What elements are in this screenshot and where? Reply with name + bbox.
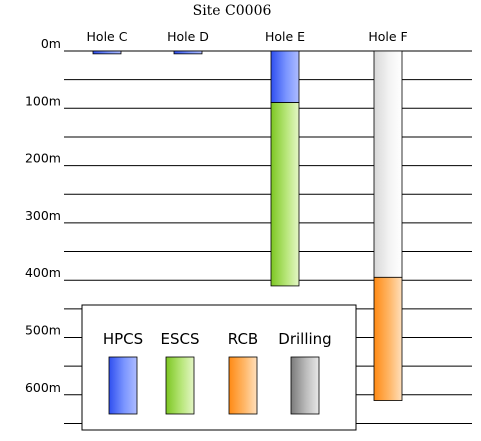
depth-label: 0m: [41, 36, 61, 51]
legend-label: Drilling: [278, 330, 331, 348]
interval-hpcs: [173, 50, 203, 55]
depth-label: 300m: [25, 208, 61, 223]
interval-drilling: [373, 50, 403, 278]
hole-columns: [92, 50, 403, 401]
depth-axis-labels: 0m 100m 200m 300m 400m 500m 600m: [25, 36, 61, 395]
hole-label: Hole F: [368, 29, 407, 44]
interval-rcb: [373, 276, 403, 401]
legend-label: HPCS: [103, 330, 143, 348]
depth-label: 400m: [25, 265, 61, 280]
legend-label: ESCS: [161, 330, 200, 348]
interval-escs: [270, 102, 300, 287]
hole-label: Hole C: [87, 29, 128, 44]
legend-swatch-escs: [165, 356, 195, 415]
hole-label: Hole D: [167, 29, 209, 44]
depth-label: 200m: [25, 151, 61, 166]
legend: HPCS ESCS RCB Drilling: [81, 304, 357, 431]
depth-label: 100m: [25, 93, 61, 108]
interval-hpcs: [92, 50, 122, 55]
legend-swatch-drilling: [290, 356, 320, 415]
diagram-title: Site C0006: [193, 3, 272, 19]
legend-swatch-hpcs: [108, 356, 138, 415]
legend-label: RCB: [228, 330, 258, 348]
legend-swatch-rcb: [228, 356, 258, 415]
depth-label: 500m: [25, 323, 61, 338]
hole-labels: Hole C Hole D Hole E Hole F: [87, 29, 408, 44]
interval-hpcs: [270, 50, 300, 103]
hole-label: Hole E: [265, 29, 305, 44]
depth-label: 600m: [25, 380, 61, 395]
